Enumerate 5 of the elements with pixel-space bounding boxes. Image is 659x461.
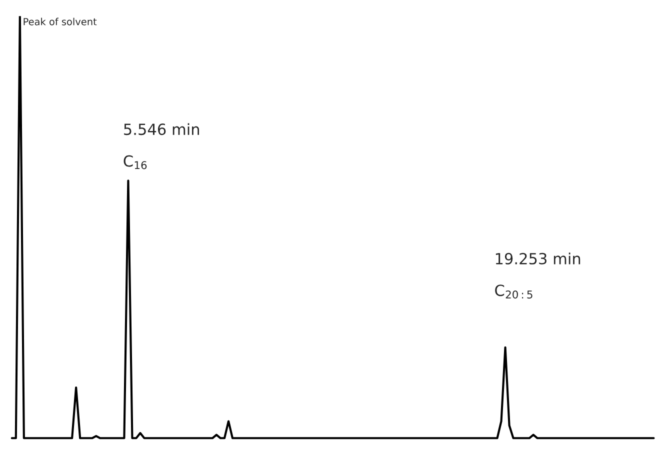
annotation: 5.546 min — [124, 123, 200, 136]
annotation: 19.253 min — [496, 252, 580, 264]
annotation: C$_{20:5}$ — [495, 284, 532, 299]
annotation: Peak of solvent — [24, 18, 97, 26]
annotation: C$_{16}$ — [124, 155, 147, 170]
